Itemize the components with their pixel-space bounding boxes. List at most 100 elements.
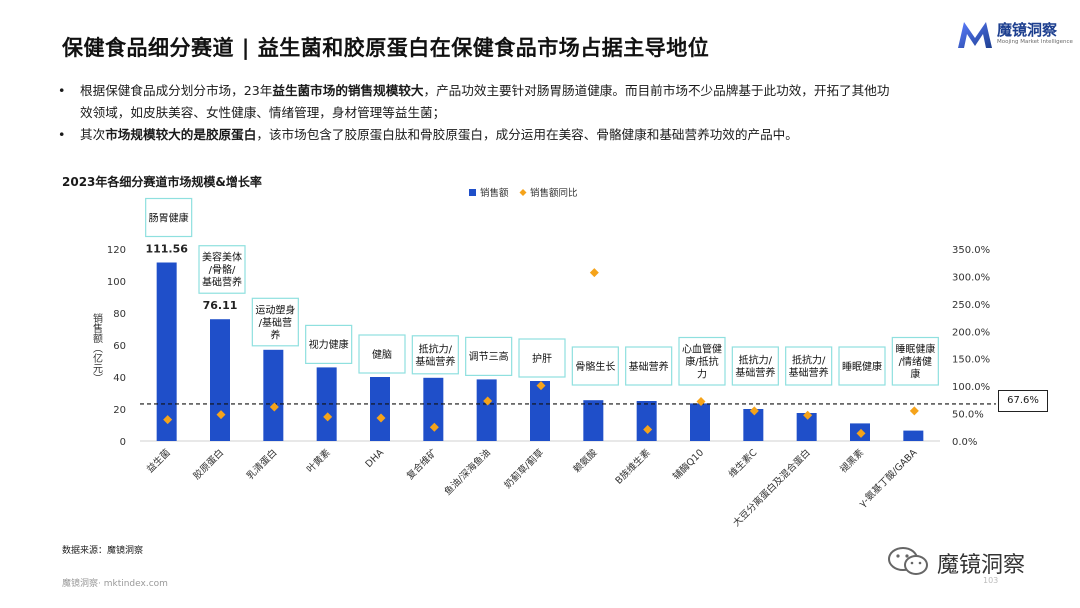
bar bbox=[423, 377, 444, 441]
growth-point bbox=[803, 410, 813, 420]
annotation-box bbox=[785, 346, 833, 386]
reference-value-box: 67.6% bbox=[998, 390, 1048, 412]
annotation-box bbox=[411, 335, 459, 375]
growth-point bbox=[749, 406, 759, 416]
growth-point bbox=[589, 268, 599, 278]
y-axis-title: 销售额（亿元） bbox=[91, 312, 103, 383]
growth-point bbox=[643, 424, 653, 434]
x-tick-label: γ-氨基丁酸/GABA bbox=[856, 446, 919, 509]
annotation-label: 护肝 bbox=[532, 352, 552, 365]
bar bbox=[370, 377, 390, 441]
y2-tick-label: 250.0% bbox=[952, 300, 990, 311]
annotation-label: 力 bbox=[697, 368, 707, 381]
annotation-box bbox=[838, 346, 886, 386]
growth-point bbox=[696, 397, 706, 407]
annotation-label: 运动塑身 bbox=[255, 303, 295, 316]
watermark-text: 魔镜洞察 bbox=[937, 553, 1026, 578]
watermark: 魔镜洞察 bbox=[885, 544, 1025, 578]
x-tick-label: 乳清蛋白 bbox=[244, 447, 279, 482]
annotation-label: 肠胃健康 bbox=[149, 211, 189, 224]
chart-title: 2023年各细分赛道市场规模&增长率 bbox=[62, 175, 262, 189]
growth-point bbox=[483, 396, 493, 406]
bar bbox=[903, 430, 924, 441]
x-tick-label: 辅酶Q10 bbox=[670, 447, 706, 483]
annotation-label: 抵抗力/ bbox=[739, 354, 773, 367]
annotation-box bbox=[358, 334, 406, 374]
bar-value-label: 111.56 bbox=[145, 243, 188, 256]
annotation-label: 健脑 bbox=[372, 348, 392, 361]
annotation-box bbox=[198, 245, 246, 294]
annotation-label: 基础营养 bbox=[415, 355, 455, 368]
annotation-label: /骨骼/ bbox=[209, 263, 236, 276]
x-tick-label: 维生素C bbox=[726, 446, 760, 480]
x-tick-label: 奶蓟草/蓟草 bbox=[502, 447, 546, 491]
annotation-label: /基础营 bbox=[259, 316, 292, 329]
bar bbox=[263, 349, 284, 441]
x-tick-label: DHA bbox=[364, 447, 387, 470]
y2-tick-label: 150.0% bbox=[952, 355, 990, 366]
growth-point bbox=[216, 410, 226, 420]
growth-point bbox=[856, 428, 866, 438]
annotation-box bbox=[891, 336, 939, 386]
annotation-label: 基础营养 bbox=[629, 360, 669, 373]
x-tick-label: 褪黑素 bbox=[837, 446, 866, 475]
bullet-1-bold: 益生菌市场的销售规模较大 bbox=[272, 83, 424, 98]
bullet-list: • 根据保健食品成分划分市场，23年益生菌市场的销售规模较大，产品功效主要针对肠… bbox=[58, 80, 1048, 146]
x-tick-label: 赖氨酸 bbox=[571, 446, 600, 475]
annotation-box bbox=[465, 336, 513, 376]
bullet-dot: • bbox=[58, 83, 66, 98]
annotation-box bbox=[305, 324, 353, 364]
growth-point bbox=[909, 406, 919, 416]
bullet-dot: • bbox=[58, 127, 66, 142]
annotation-box bbox=[625, 346, 673, 386]
m-logo-icon bbox=[958, 22, 992, 48]
growth-point bbox=[429, 422, 439, 432]
growth-point bbox=[163, 415, 173, 425]
y2-tick-label: 100.0% bbox=[952, 382, 990, 393]
bullet-2: • 其次市场规模较大的是胶原蛋白，该市场包含了胶原蛋白肽和骨胶原蛋白，成分运用在… bbox=[58, 124, 1048, 146]
y-tick-label: 40 bbox=[113, 373, 126, 384]
y2-tick-label: 0.0% bbox=[952, 437, 977, 448]
bullet-1-line-2: 效领域，如皮肤美容、女性健康、情绪管理，身材管理等益生菌； bbox=[80, 105, 446, 120]
logo-subtitle: Moojing Market Intelligence bbox=[997, 39, 1073, 45]
y-tick-label: 80 bbox=[113, 309, 126, 320]
annotation-label: 抵抗力/ bbox=[792, 354, 826, 367]
bullet-1-part-1: 根据保健食品成分划分市场，23年 bbox=[80, 83, 273, 98]
annotation-label: 康 bbox=[910, 368, 920, 381]
bar bbox=[316, 367, 337, 441]
bar bbox=[583, 400, 604, 441]
y-tick-label: 120 bbox=[107, 245, 126, 256]
bullet-2-part-3: ，该市场包含了胶原蛋白肽和骨胶原蛋白，成分运用在美容、骨骼健康和基础营养功效的产… bbox=[256, 127, 798, 142]
logo-name: 魔镜洞察 bbox=[997, 21, 1058, 39]
x-tick-label: 叶黄素 bbox=[304, 446, 333, 475]
bar bbox=[476, 379, 497, 441]
bar bbox=[530, 381, 550, 441]
annotation-label: 基础营养 bbox=[789, 366, 829, 379]
bullet-1-part-3: ，产品功效主要针对肠胃肠道健康。而目前市场不少品牌基于此功效，开拓了其他功 bbox=[423, 83, 890, 98]
bullet-2-bold: 市场规模较大的是胶原蛋白 bbox=[105, 127, 257, 142]
y-tick-label: 100 bbox=[107, 277, 126, 288]
x-tick-label: 胶原蛋白 bbox=[191, 447, 226, 482]
page-title: 保健食品细分赛道 | 益生菌和胶原蛋白在保健食品市场占据主导地位 bbox=[62, 36, 710, 60]
bar bbox=[796, 413, 817, 441]
bar bbox=[690, 403, 710, 441]
annotation-label: 抵抗力/ bbox=[419, 342, 453, 355]
x-tick-label: 益生菌 bbox=[144, 447, 173, 476]
annotation-label: 心血管健 bbox=[682, 343, 722, 356]
bar bbox=[210, 319, 230, 441]
growth-point bbox=[269, 402, 279, 412]
annotation-box bbox=[518, 338, 566, 378]
annotation-box bbox=[678, 336, 726, 386]
annotation-label: 康/抵抗 bbox=[685, 355, 718, 368]
y2-tick-label: 200.0% bbox=[952, 327, 990, 338]
y2-tick-label: 350.0% bbox=[952, 245, 990, 256]
annotation-box bbox=[251, 297, 299, 347]
growth-point bbox=[323, 412, 333, 422]
annotation-label: 基础营养 bbox=[202, 276, 242, 289]
annotation-label: 养 bbox=[270, 328, 280, 341]
growth-point bbox=[376, 413, 386, 423]
brand-logo: 魔镜洞察 Moojing Market Intelligence bbox=[955, 18, 1073, 52]
legend-bar-swatch bbox=[469, 189, 476, 196]
annotation-label: 美容美体 bbox=[202, 251, 242, 264]
